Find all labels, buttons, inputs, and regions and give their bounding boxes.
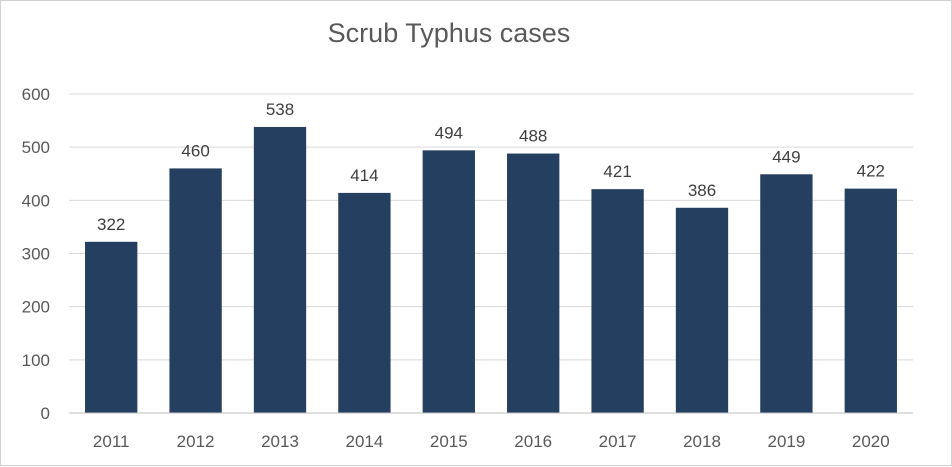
- y-tick-label: 400: [22, 191, 50, 210]
- y-tick-label: 0: [41, 404, 50, 423]
- x-tick-label-2014: 2014: [345, 432, 383, 451]
- data-labels: 322 460 538 414 494 488 421 386 449 422: [97, 100, 885, 234]
- data-label-2019: 449: [772, 147, 800, 166]
- y-tick-label: 200: [22, 298, 50, 317]
- bar-2011: [85, 241, 138, 413]
- x-tick-label-2017: 2017: [599, 432, 637, 451]
- y-tick-label: 600: [22, 85, 50, 104]
- bar-2013: [253, 126, 307, 414]
- bar-2020: [844, 188, 897, 413]
- x-tick-label-2011: 2011: [93, 432, 130, 451]
- y-tick-label: 500: [22, 138, 50, 157]
- data-label-2014: 414: [350, 166, 378, 185]
- bar-2017: [591, 189, 644, 413]
- data-label-2017: 421: [603, 162, 631, 181]
- bars: [85, 126, 897, 414]
- x-tick-label-2016: 2016: [514, 432, 552, 451]
- x-tick-label-2018: 2018: [683, 432, 721, 451]
- data-label-2012: 460: [181, 141, 209, 160]
- bar-2019: [760, 174, 813, 413]
- data-label-2015: 494: [435, 123, 463, 142]
- bar-2012: [169, 168, 222, 413]
- x-axis-ticks: 2011 2012 2013 2014 2015 2016 2017 2018 2019 2020: [93, 432, 890, 451]
- x-tick-label-2012: 2012: [177, 432, 215, 451]
- bar-2014: [338, 192, 391, 413]
- y-tick-label: 300: [22, 245, 50, 264]
- data-label-2020: 422: [857, 162, 885, 181]
- x-tick-label-2019: 2019: [767, 432, 805, 451]
- x-tick-label-2020: 2020: [852, 432, 890, 451]
- data-label-2011: 322: [97, 215, 125, 234]
- data-label-2013: 538: [266, 100, 294, 119]
- bar-2015: [422, 150, 475, 413]
- data-label-2016: 488: [519, 127, 547, 146]
- data-label-2018: 386: [688, 181, 716, 200]
- x-tick-label-2013: 2013: [261, 432, 299, 451]
- chart-title: Scrub Typhus cases: [328, 18, 571, 48]
- y-axis-ticks: 0 100 200 300 400 500 600: [22, 85, 50, 423]
- x-tick-label-2015: 2015: [430, 432, 468, 451]
- bar-2016: [507, 153, 560, 413]
- bar-2018: [675, 207, 729, 413]
- y-tick-label: 100: [22, 351, 50, 370]
